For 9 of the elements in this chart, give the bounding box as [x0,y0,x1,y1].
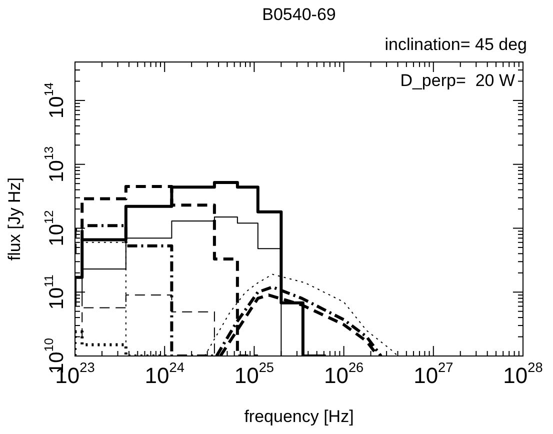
annotation: D_perp= 20 W [400,71,515,90]
chart-title: B0540-69 [262,5,336,24]
x-axis-title: frequency [Hz] [244,407,354,426]
y-tick-label: 1012 [42,210,68,246]
y-tick-label: 1011 [42,274,68,310]
text: inclination= 45 deg [384,35,527,54]
y-tick-label: 1014 [42,82,68,118]
y-axis-title: flux [Jy Hz] [5,177,24,261]
y-tick-label: 1013 [42,146,68,182]
